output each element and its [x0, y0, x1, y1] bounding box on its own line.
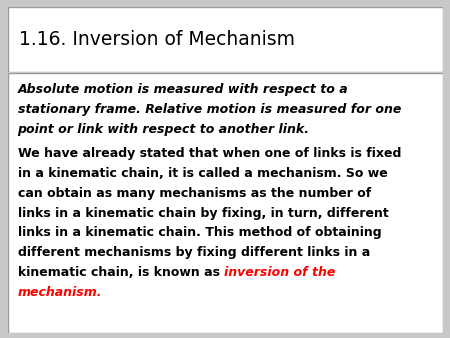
Text: inversion of the: inversion of the	[224, 266, 335, 279]
Text: in a kinematic chain, it is called a mechanism. So we: in a kinematic chain, it is called a mec…	[18, 167, 387, 180]
Text: can obtain as many mechanisms as the number of: can obtain as many mechanisms as the num…	[18, 187, 371, 200]
Text: links in a kinematic chain. This method of obtaining: links in a kinematic chain. This method …	[18, 226, 381, 239]
Text: Absolute motion is measured with respect to a: Absolute motion is measured with respect…	[18, 83, 348, 96]
FancyBboxPatch shape	[8, 7, 443, 72]
Text: point or link with respect to another link.: point or link with respect to another li…	[18, 123, 310, 136]
Text: links in a kinematic chain by fixing, in turn, different: links in a kinematic chain by fixing, in…	[18, 207, 388, 220]
Text: 1.16. Inversion of Mechanism: 1.16. Inversion of Mechanism	[19, 30, 295, 49]
Text: stationary frame. Relative motion is measured for one: stationary frame. Relative motion is mea…	[18, 103, 401, 116]
Text: kinematic chain, is known as: kinematic chain, is known as	[18, 266, 224, 279]
Text: different mechanisms by fixing different links in a: different mechanisms by fixing different…	[18, 246, 370, 259]
Text: mechanism.: mechanism.	[18, 286, 102, 299]
FancyBboxPatch shape	[8, 73, 443, 333]
Text: We have already stated that when one of links is fixed: We have already stated that when one of …	[18, 147, 401, 160]
